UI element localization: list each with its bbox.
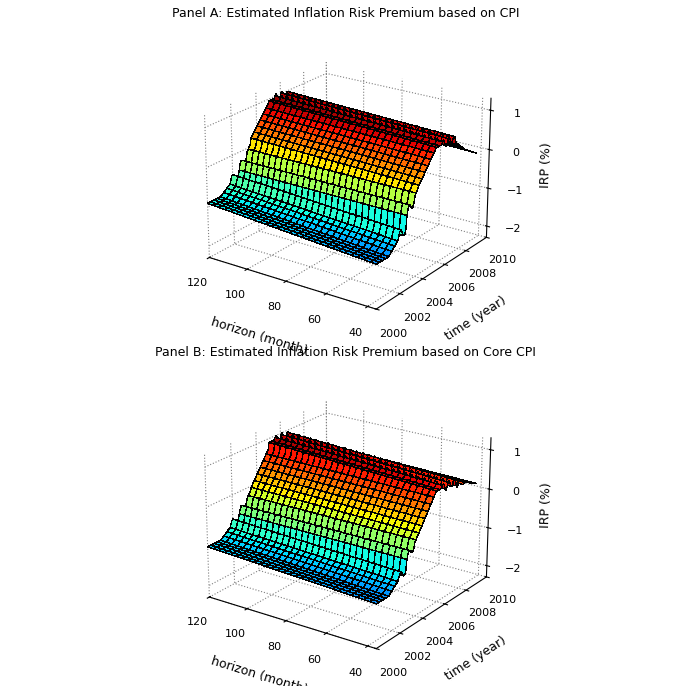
X-axis label: horizon (month): horizon (month) (209, 315, 309, 357)
Title: Panel A: Estimated Inflation Risk Premium based on CPI: Panel A: Estimated Inflation Risk Premiu… (172, 7, 519, 20)
X-axis label: horizon (month): horizon (month) (209, 654, 309, 686)
Y-axis label: time (year): time (year) (443, 634, 509, 683)
Title: Panel B: Estimated Inflation Risk Premium based on Core CPI: Panel B: Estimated Inflation Risk Premiu… (155, 346, 536, 359)
Y-axis label: time (year): time (year) (443, 294, 509, 343)
